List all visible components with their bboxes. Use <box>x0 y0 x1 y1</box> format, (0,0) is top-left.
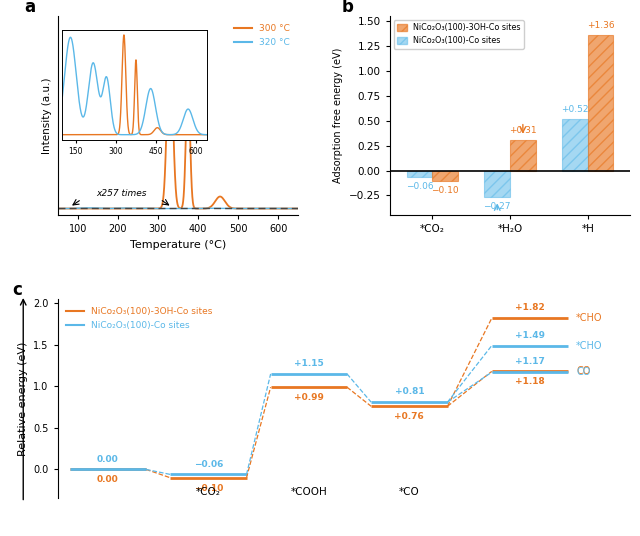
Legend: NiCo₂O₃(100)-3OH-Co sites, NiCo₂O₃(100)-Co sites: NiCo₂O₃(100)-3OH-Co sites, NiCo₂O₃(100)-… <box>62 304 216 333</box>
Text: x257 times: x257 times <box>97 189 147 198</box>
Y-axis label: Relative energy (eV): Relative energy (eV) <box>18 341 28 456</box>
Text: CO: CO <box>576 367 591 377</box>
Text: +1.49: +1.49 <box>515 331 545 340</box>
Y-axis label: Intensity (a.u.): Intensity (a.u.) <box>42 78 52 154</box>
Y-axis label: Adsorption free energy (eV): Adsorption free energy (eV) <box>333 48 343 183</box>
Text: +1.18: +1.18 <box>515 377 545 386</box>
Text: a: a <box>24 0 35 16</box>
Text: *CO₂: *CO₂ <box>196 487 221 497</box>
Text: +1.15: +1.15 <box>294 359 324 368</box>
Bar <box>484 170 510 197</box>
Text: −0.10: −0.10 <box>431 185 459 195</box>
Text: *CO: *CO <box>399 487 420 497</box>
Bar <box>510 140 536 170</box>
Text: b: b <box>342 0 353 16</box>
Text: −0.06: −0.06 <box>194 459 223 468</box>
Text: 0.00: 0.00 <box>97 475 119 484</box>
Text: +0.76: +0.76 <box>394 412 424 421</box>
Text: *CHO: *CHO <box>576 341 603 351</box>
Text: −0.06: −0.06 <box>406 182 433 190</box>
Bar <box>407 170 433 176</box>
Bar <box>433 170 458 181</box>
X-axis label: Temperature (°C): Temperature (°C) <box>130 240 226 250</box>
Text: +0.99: +0.99 <box>294 393 324 402</box>
Bar <box>588 35 613 170</box>
Text: +0.31: +0.31 <box>509 125 537 135</box>
Text: *CHO: *CHO <box>576 313 603 323</box>
Text: CO: CO <box>576 367 591 376</box>
Legend: NiCo₂O₃(100)-3OH-Co sites, NiCo₂O₃(100)-Co sites: NiCo₂O₃(100)-3OH-Co sites, NiCo₂O₃(100)-… <box>394 20 524 49</box>
Text: +0.81: +0.81 <box>394 388 424 396</box>
Text: +1.17: +1.17 <box>515 358 545 367</box>
Text: +0.52: +0.52 <box>561 105 589 114</box>
Legend: 300 °C, 320 °C: 300 °C, 320 °C <box>230 20 294 50</box>
Text: 0.00: 0.00 <box>97 455 119 464</box>
Text: *COOH: *COOH <box>291 487 327 497</box>
Text: +1.82: +1.82 <box>515 303 545 312</box>
Text: c: c <box>12 281 22 299</box>
Text: −0.10: −0.10 <box>194 483 223 493</box>
Text: +1.36: +1.36 <box>587 21 614 30</box>
Bar <box>562 119 588 170</box>
Text: −0.27: −0.27 <box>483 203 511 212</box>
